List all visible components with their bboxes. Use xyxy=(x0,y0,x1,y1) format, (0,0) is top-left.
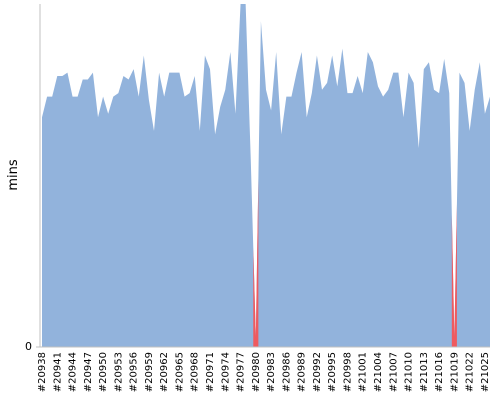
x-tick-label: #20968 xyxy=(190,352,201,392)
x-tick-label: #20938 xyxy=(37,352,48,392)
x-tick-label: #21007 xyxy=(388,352,399,392)
x-tick-label: #20947 xyxy=(83,352,94,392)
x-tick-label: #20962 xyxy=(159,352,170,392)
x-tick-label: #20959 xyxy=(144,352,155,392)
x-tick-label: #20974 xyxy=(220,352,231,392)
y-tick-label: 0 xyxy=(25,340,32,353)
x-tick-label: #20977 xyxy=(236,352,247,392)
x-tick-label: #20956 xyxy=(129,352,140,392)
x-tick-label: #21025 xyxy=(480,352,491,392)
x-tick-label: #21013 xyxy=(419,352,430,392)
x-tick-label: #21016 xyxy=(434,352,445,392)
x-tick-label: #21004 xyxy=(373,352,384,392)
failed-build-area xyxy=(253,178,259,347)
y-axis-label: mins xyxy=(6,159,21,191)
x-tick-label: #21022 xyxy=(465,352,476,392)
x-tick-label: #20989 xyxy=(297,352,308,392)
x-tick-label: #21010 xyxy=(404,352,415,392)
x-tick-label: #20941 xyxy=(52,352,63,392)
x-tick-label: #20998 xyxy=(342,352,353,392)
x-tick-label: #20965 xyxy=(174,352,185,392)
area xyxy=(42,4,490,347)
x-tick-label: #21001 xyxy=(358,352,369,392)
x-tick-label: #20983 xyxy=(266,352,277,392)
x-tick-label: #20995 xyxy=(327,352,338,392)
failed-build-area xyxy=(451,204,457,347)
x-tick-label: #20950 xyxy=(98,352,109,392)
x-tick-label: #20992 xyxy=(312,352,323,392)
x-tick-label: #20944 xyxy=(68,352,79,392)
x-tick-label: #20971 xyxy=(205,352,216,392)
x-tick-label: #20986 xyxy=(281,352,292,392)
x-tick-label: #20980 xyxy=(251,352,262,392)
x-tick-label: #20953 xyxy=(113,352,124,392)
x-tick-label: #21019 xyxy=(449,352,460,392)
